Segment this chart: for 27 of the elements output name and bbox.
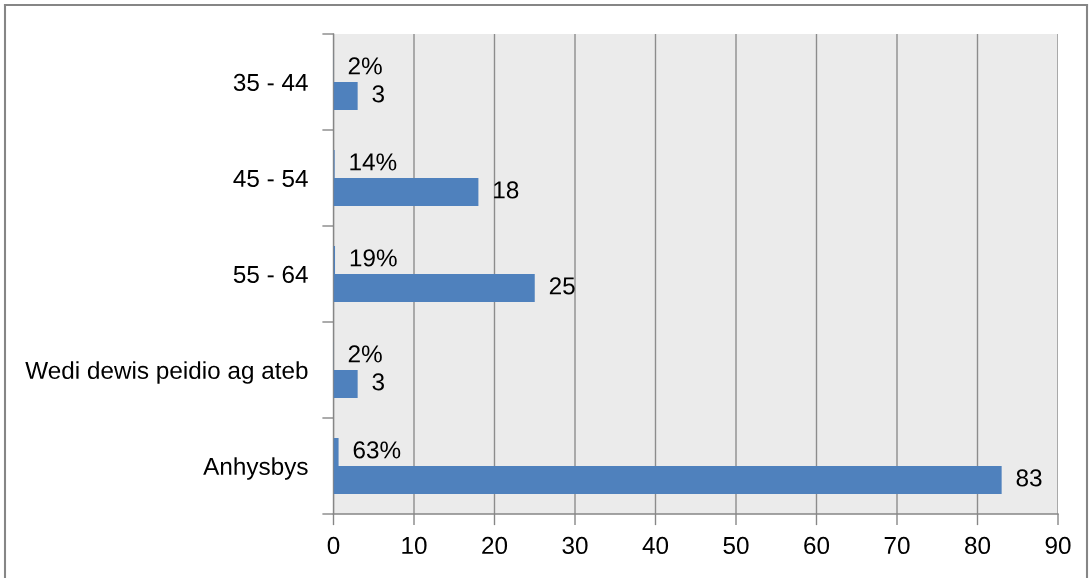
data-label: 25: [549, 277, 575, 295]
x-tick-label: 0: [327, 536, 340, 555]
data-label: 83: [1016, 469, 1042, 487]
y-tick-label: 35 - 44: [233, 73, 308, 92]
y-tick-label: Anhysbys: [203, 457, 308, 480]
x-tick-label: 40: [642, 536, 669, 555]
data-label: 63%: [353, 441, 401, 459]
bar: [333, 370, 358, 398]
bar: [333, 82, 358, 110]
data-label: 3: [372, 373, 384, 391]
x-tick-label: 90: [1045, 536, 1071, 555]
x-tick-label: 30: [562, 536, 588, 555]
data-label: 14%: [350, 153, 397, 171]
x-tick-label: 60: [804, 536, 830, 555]
x-tick-label: 70: [884, 536, 910, 555]
x-tick-label: 20: [482, 536, 508, 555]
data-label: 2%: [348, 57, 382, 75]
data-label: 19%: [350, 249, 397, 267]
y-tick-label: 55 - 64: [233, 265, 308, 284]
y-tick-label: 45 - 54: [233, 170, 308, 188]
data-label: 2%: [348, 345, 382, 363]
data-label: 3: [372, 85, 384, 103]
x-tick-label: 80: [965, 536, 991, 555]
x-tick-label: 10: [402, 536, 427, 555]
data-label: 18: [494, 181, 519, 199]
y-tick-label: Wedi dewis peidio ag ateb: [25, 361, 308, 384]
x-tick-label: 50: [723, 536, 749, 555]
